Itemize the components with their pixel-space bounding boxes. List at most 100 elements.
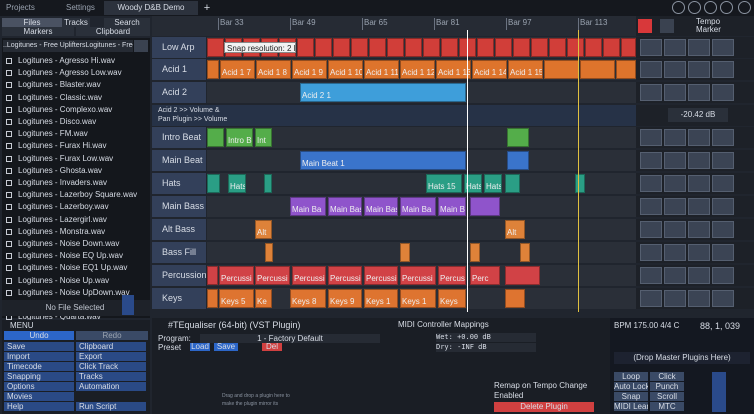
- plugin-chip[interactable]: [688, 244, 710, 261]
- clip[interactable]: [495, 38, 512, 57]
- track-header[interactable]: Main Bass: [152, 196, 206, 217]
- clip[interactable]: [470, 197, 500, 216]
- file-item[interactable]: Logitunes - FM.wav: [18, 129, 88, 139]
- transport-btn[interactable]: MTC: [650, 402, 684, 411]
- track-header[interactable]: Main Beat: [152, 150, 206, 171]
- file-item[interactable]: Logitunes - Noise EQ1 Up.wav: [18, 263, 128, 273]
- clip[interactable]: Hats 15: [426, 174, 462, 193]
- remap-option[interactable]: Remap on Tempo Change: [494, 381, 588, 390]
- clip[interactable]: Acid 1 11: [364, 60, 399, 79]
- clip[interactable]: Alt: [255, 220, 272, 239]
- plugin-chip[interactable]: [712, 221, 734, 238]
- track-header[interactable]: Bass Fill: [152, 242, 206, 263]
- plugin-chip[interactable]: [640, 267, 662, 284]
- track-header[interactable]: Hats: [152, 173, 206, 194]
- transport-btn[interactable]: Click: [650, 372, 684, 381]
- file-item[interactable]: Logitunes - Furax Hi.wav: [18, 141, 107, 151]
- clip[interactable]: [549, 38, 566, 57]
- transport-btn[interactable]: Punch: [650, 382, 684, 391]
- plugin-chip[interactable]: [664, 84, 686, 101]
- clip[interactable]: [207, 38, 224, 57]
- file-item[interactable]: Logitunes - Noise UpDown.wav: [18, 287, 130, 297]
- clip[interactable]: Percussi: [255, 266, 290, 285]
- clip[interactable]: [387, 38, 404, 57]
- load-btn[interactable]: Load: [190, 343, 210, 351]
- clip[interactable]: Percussi: [219, 266, 254, 285]
- plugin-chip[interactable]: [640, 198, 662, 215]
- file-item[interactable]: Logitunes - Lazerboy Square.wav: [18, 190, 138, 200]
- menu-item[interactable]: Save: [4, 342, 74, 351]
- delete-plugin[interactable]: Delete Plugin: [494, 402, 594, 412]
- clip[interactable]: [544, 60, 579, 79]
- clip[interactable]: [265, 243, 273, 262]
- clip[interactable]: [369, 38, 386, 57]
- plugin-chip[interactable]: [640, 152, 662, 169]
- clip[interactable]: Keys: [438, 289, 466, 308]
- file-item[interactable]: Logitunes - Noise Down.wav: [18, 239, 120, 248]
- top-icon[interactable]: [720, 1, 733, 14]
- file-item[interactable]: Logitunes - Invaders.wav: [18, 178, 107, 187]
- file-item[interactable]: Logitunes - Lazerboy.wav: [18, 202, 109, 212]
- clip[interactable]: [603, 38, 620, 57]
- plugin-chip[interactable]: [640, 244, 662, 261]
- menu-item[interactable]: Movies: [4, 392, 74, 401]
- clip[interactable]: [297, 38, 314, 57]
- clip[interactable]: [400, 243, 410, 262]
- clip[interactable]: [351, 38, 368, 57]
- file-item[interactable]: Logitunes - Furax Low.wav: [18, 153, 114, 163]
- clip[interactable]: [505, 289, 525, 308]
- add-track[interactable]: [638, 19, 652, 33]
- clip[interactable]: Acid 1 10: [328, 60, 363, 79]
- plugin-chip[interactable]: [640, 61, 662, 78]
- clip[interactable]: Acid 1 15: [508, 60, 543, 79]
- clip[interactable]: Acid 2 1: [300, 83, 466, 102]
- plugin-chip[interactable]: [640, 84, 662, 101]
- track-header[interactable]: Acid 2: [152, 82, 206, 103]
- clip[interactable]: [477, 38, 494, 57]
- menu-item[interactable]: Timecode: [4, 362, 74, 371]
- menu-item[interactable]: Options: [4, 382, 74, 391]
- save-btn[interactable]: Save: [214, 343, 238, 351]
- plugin-chip[interactable]: [688, 221, 710, 238]
- clip[interactable]: [585, 38, 602, 57]
- plugin-chip[interactable]: [664, 175, 686, 192]
- plugin-chip[interactable]: [664, 39, 686, 56]
- plugin-chip[interactable]: [712, 152, 734, 169]
- clip[interactable]: Percussio: [292, 266, 326, 285]
- top-icon[interactable]: [704, 1, 717, 14]
- add-btn[interactable]: [660, 19, 674, 33]
- transport-btn[interactable]: Snap: [614, 392, 648, 401]
- clip[interactable]: [507, 128, 529, 147]
- file-item[interactable]: Logitunes - Lazergirl.wav: [18, 214, 107, 224]
- clip[interactable]: [264, 174, 272, 193]
- plugin-chip[interactable]: [688, 84, 710, 101]
- clip[interactable]: Percus: [438, 266, 466, 285]
- track-header[interactable]: Intro Beat: [152, 127, 206, 148]
- browser-tab[interactable]: Search: [104, 18, 150, 27]
- plugin-chip[interactable]: [688, 152, 710, 169]
- clip[interactable]: [621, 38, 636, 57]
- clip[interactable]: Acid 1 7: [220, 60, 255, 79]
- file-item[interactable]: Logitunes - Quarta.wav: [18, 312, 101, 322]
- plugin-chip[interactable]: [688, 39, 710, 56]
- plugin-chip[interactable]: [664, 198, 686, 215]
- menu-item[interactable]: Snapping: [4, 372, 74, 381]
- transport-btn[interactable]: Loop: [614, 372, 648, 381]
- plugin-chip[interactable]: [712, 198, 734, 215]
- clip[interactable]: Alt: [505, 220, 525, 239]
- clip[interactable]: Main Bas: [328, 197, 362, 216]
- browser-tab[interactable]: Clipboard: [76, 27, 150, 36]
- clip[interactable]: Main Bas: [364, 197, 398, 216]
- clip[interactable]: Keys 1: [400, 289, 436, 308]
- clip[interactable]: [520, 243, 530, 262]
- file-item[interactable]: Logitunes - Agresso Hi.wav: [18, 56, 115, 65]
- file-item[interactable]: Logitunes - Ghosta.wav: [18, 165, 103, 175]
- clip[interactable]: Keys 9: [328, 289, 362, 308]
- plugin-chip[interactable]: [640, 290, 662, 307]
- clip[interactable]: [315, 38, 332, 57]
- file-item[interactable]: Logitunes - Classic.wav: [18, 92, 103, 102]
- clip[interactable]: Int: [255, 128, 272, 147]
- clip[interactable]: Percussi: [364, 266, 398, 285]
- projects-tab[interactable]: Projects: [6, 3, 35, 12]
- browser-tab[interactable]: Markers: [2, 27, 74, 36]
